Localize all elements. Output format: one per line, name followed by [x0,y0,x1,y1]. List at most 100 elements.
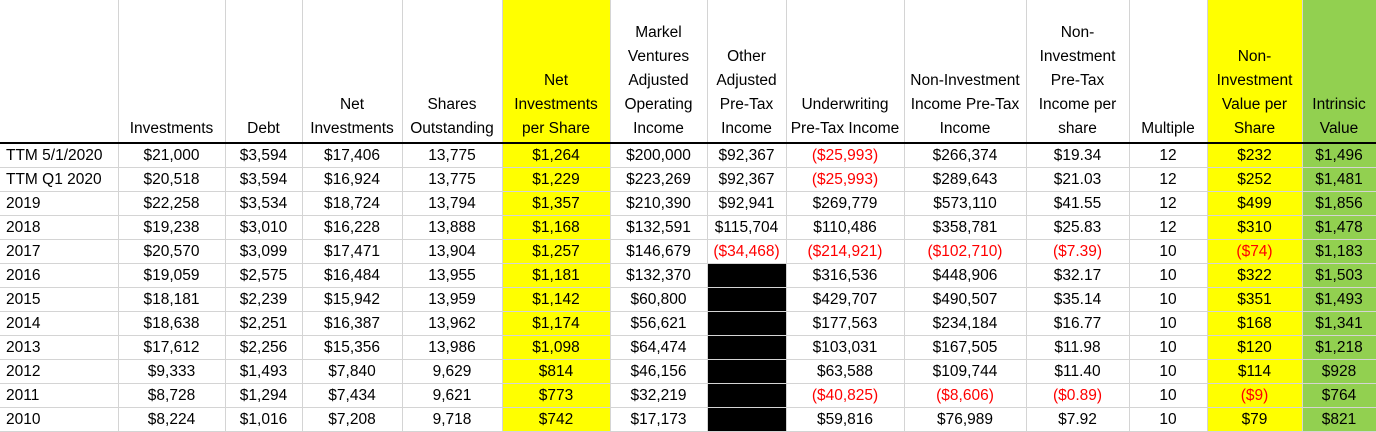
cell-net-investments[interactable]: $15,942 [302,287,403,312]
cell-non-inv-value-per-share[interactable]: $79 [1207,407,1303,432]
cell-underwriting[interactable]: $110,486 [786,215,905,240]
cell-shares-outstanding[interactable]: 13,959 [402,287,503,312]
cell-markel-ventures[interactable]: $32,219 [610,383,708,408]
cell-intrinsic-value[interactable]: $1,481 [1302,167,1376,192]
cell-non-inv-income[interactable]: $289,643 [904,167,1027,192]
cell-investments[interactable]: $20,518 [118,167,226,192]
cell-non-inv-value-per-share[interactable]: $232 [1207,143,1303,168]
cell-investments[interactable]: $18,638 [118,311,226,336]
cell-other-adjusted[interactable]: $92,367 [707,143,787,168]
cell-markel-ventures[interactable]: $210,390 [610,191,708,216]
row-label[interactable]: 2017 [0,239,119,264]
cell-debt[interactable]: $1,294 [225,383,303,408]
column-header-non-inv-income[interactable]: Non-Investment Income Pre-Tax Income [904,0,1027,144]
cell-underwriting[interactable]: $177,563 [786,311,905,336]
cell-underwriting[interactable]: $429,707 [786,287,905,312]
cell-shares-outstanding[interactable]: 13,904 [402,239,503,264]
row-label[interactable]: 2014 [0,311,119,336]
cell-net-investments[interactable]: $16,228 [302,215,403,240]
cell-debt[interactable]: $3,594 [225,143,303,168]
cell-non-inv-value-per-share[interactable]: $499 [1207,191,1303,216]
cell-non-inv-per-share[interactable]: $35.14 [1026,287,1130,312]
cell-underwriting[interactable]: $269,779 [786,191,905,216]
cell-net-investments[interactable]: $7,208 [302,407,403,432]
cell-multiple[interactable]: 10 [1129,335,1208,360]
cell-other-adjusted[interactable] [707,287,787,312]
column-header-underwriting[interactable]: Underwriting Pre-Tax Income [786,0,905,144]
cell-other-adjusted[interactable]: $92,367 [707,167,787,192]
cell-multiple[interactable]: 12 [1129,143,1208,168]
cell-non-inv-per-share[interactable]: $16.77 [1026,311,1130,336]
row-label[interactable]: TTM Q1 2020 [0,167,119,192]
cell-underwriting[interactable]: $59,816 [786,407,905,432]
cell-shares-outstanding[interactable]: 13,775 [402,167,503,192]
cell-underwriting[interactable]: $103,031 [786,335,905,360]
cell-markel-ventures[interactable]: $56,621 [610,311,708,336]
cell-investments[interactable]: $9,333 [118,359,226,384]
cell-debt[interactable]: $2,256 [225,335,303,360]
cell-debt[interactable]: $1,493 [225,359,303,384]
row-label[interactable]: 2019 [0,191,119,216]
row-label[interactable]: 2013 [0,335,119,360]
cell-investments[interactable]: $19,059 [118,263,226,288]
cell-intrinsic-value[interactable]: $764 [1302,383,1376,408]
cell-non-inv-value-per-share[interactable]: $252 [1207,167,1303,192]
cell-non-inv-income[interactable]: ($8,606) [904,383,1027,408]
cell-debt[interactable]: $3,099 [225,239,303,264]
cell-shares-outstanding[interactable]: 9,718 [402,407,503,432]
cell-net-investments[interactable]: $17,471 [302,239,403,264]
column-header-multiple[interactable]: Multiple [1129,0,1208,144]
cell-markel-ventures[interactable]: $146,679 [610,239,708,264]
cell-multiple[interactable]: 12 [1129,167,1208,192]
cell-underwriting[interactable]: $316,536 [786,263,905,288]
cell-investments[interactable]: $18,181 [118,287,226,312]
cell-non-inv-per-share[interactable]: $32.17 [1026,263,1130,288]
column-header-net-investments[interactable]: Net Investments [302,0,403,144]
column-header-intrinsic-value[interactable]: Intrinsic Value [1302,0,1376,144]
row-label[interactable]: TTM 5/1/2020 [0,143,119,168]
cell-markel-ventures[interactable]: $17,173 [610,407,708,432]
cell-non-inv-income[interactable]: $573,110 [904,191,1027,216]
cell-markel-ventures[interactable]: $64,474 [610,335,708,360]
row-label[interactable]: 2015 [0,287,119,312]
cell-other-adjusted[interactable] [707,263,787,288]
cell-underwriting[interactable]: ($40,825) [786,383,905,408]
cell-multiple[interactable]: 12 [1129,215,1208,240]
cell-non-inv-value-per-share[interactable]: ($74) [1207,239,1303,264]
cell-non-inv-income[interactable]: ($102,710) [904,239,1027,264]
cell-shares-outstanding[interactable]: 9,629 [402,359,503,384]
cell-non-inv-per-share[interactable]: $19.34 [1026,143,1130,168]
cell-investments[interactable]: $20,570 [118,239,226,264]
cell-non-inv-income[interactable]: $76,989 [904,407,1027,432]
cell-intrinsic-value[interactable]: $821 [1302,407,1376,432]
cell-non-inv-value-per-share[interactable]: $114 [1207,359,1303,384]
cell-net-investments[interactable]: $16,387 [302,311,403,336]
row-label[interactable]: 2012 [0,359,119,384]
cell-non-inv-income[interactable]: $448,906 [904,263,1027,288]
cell-non-inv-value-per-share[interactable]: $120 [1207,335,1303,360]
row-label[interactable]: 2010 [0,407,119,432]
row-label[interactable]: 2016 [0,263,119,288]
cell-investments[interactable]: $21,000 [118,143,226,168]
cell-investments[interactable]: $22,258 [118,191,226,216]
cell-non-inv-value-per-share[interactable]: $322 [1207,263,1303,288]
cell-non-inv-income[interactable]: $167,505 [904,335,1027,360]
cell-shares-outstanding[interactable]: 13,775 [402,143,503,168]
cell-multiple[interactable]: 10 [1129,407,1208,432]
cell-other-adjusted[interactable] [707,383,787,408]
cell-shares-outstanding[interactable]: 13,955 [402,263,503,288]
cell-net-investments[interactable]: $18,724 [302,191,403,216]
cell-markel-ventures[interactable]: $46,156 [610,359,708,384]
cell-multiple[interactable]: 10 [1129,383,1208,408]
cell-debt[interactable]: $2,575 [225,263,303,288]
cell-non-inv-value-per-share[interactable]: ($9) [1207,383,1303,408]
cell-net-investments[interactable]: $7,434 [302,383,403,408]
cell-markel-ventures[interactable]: $223,269 [610,167,708,192]
cell-underwriting[interactable]: ($25,993) [786,143,905,168]
cell-investments[interactable]: $19,238 [118,215,226,240]
cell-net-investments[interactable]: $16,924 [302,167,403,192]
cell-investments[interactable]: $17,612 [118,335,226,360]
column-header-non-inv-value-per-share[interactable]: Non-Investment Value per Share [1207,0,1303,144]
cell-net-investments[interactable]: $16,484 [302,263,403,288]
cell-debt[interactable]: $2,251 [225,311,303,336]
